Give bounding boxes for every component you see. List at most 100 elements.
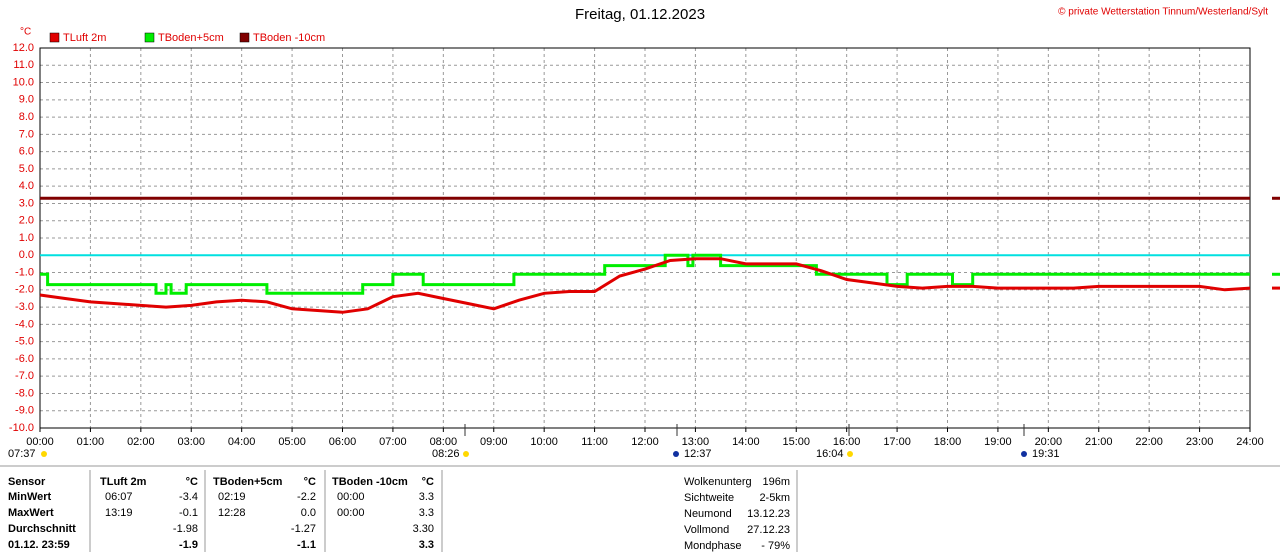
- table-header: TLuft 2m: [100, 476, 147, 488]
- x-tick-label: 12:00: [631, 436, 659, 448]
- y-tick-label: 4.0: [19, 180, 34, 192]
- time-marker: 19:31: [1032, 448, 1060, 460]
- y-tick-label: 9.0: [19, 94, 34, 106]
- table-header: TBoden -10cm: [332, 476, 408, 488]
- marker-icon: [41, 451, 47, 457]
- info-value: 2-5km: [759, 492, 790, 504]
- x-tick-label: 22:00: [1135, 436, 1163, 448]
- x-tick-label: 16:00: [833, 436, 861, 448]
- x-tick-label: 06:00: [329, 436, 357, 448]
- table-header: °C: [422, 476, 434, 488]
- info-label: Sichtweite: [684, 492, 734, 504]
- legend-label: TBoden -10cm: [253, 32, 325, 44]
- y-tick-label: -1.0: [15, 266, 34, 278]
- table-cell: 13:19: [105, 507, 133, 519]
- y-tick-label: -7.0: [15, 370, 34, 382]
- y-tick-label: 0.0: [19, 249, 34, 261]
- info-value: - 79%: [761, 540, 790, 552]
- time-marker: 08:26: [432, 448, 460, 460]
- table-cell: 3.3: [419, 491, 434, 503]
- x-tick-label: 15:00: [782, 436, 810, 448]
- y-tick-label: -10.0: [9, 422, 34, 434]
- y-tick-label: 10.0: [13, 76, 34, 88]
- marker-icon: [463, 451, 469, 457]
- table-cell: -2.2: [297, 491, 316, 503]
- y-tick-label: -8.0: [15, 387, 34, 399]
- x-tick-label: 14:00: [732, 436, 760, 448]
- x-tick-label: 01:00: [77, 436, 105, 448]
- table-cell: -1.1: [297, 539, 316, 551]
- legend-swatch: [144, 32, 155, 43]
- info-value: 196m: [762, 476, 790, 488]
- y-tick-label: -2.0: [15, 284, 34, 296]
- table-header: Sensor: [8, 476, 46, 488]
- x-tick-label: 13:00: [682, 436, 710, 448]
- x-tick-label: 08:00: [430, 436, 458, 448]
- table-cell: MinWert: [8, 491, 52, 503]
- x-tick-label: 03:00: [177, 436, 205, 448]
- x-tick-label: 02:00: [127, 436, 155, 448]
- table-cell: 3.3: [419, 507, 434, 519]
- table-cell: 06:07: [105, 491, 133, 503]
- table-cell: Durchschnitt: [8, 523, 76, 535]
- x-tick-label: 21:00: [1085, 436, 1113, 448]
- x-tick-label: 04:00: [228, 436, 256, 448]
- y-tick-label: 3.0: [19, 197, 34, 209]
- table-cell: MaxWert: [8, 507, 54, 519]
- table-cell: 0.0: [301, 507, 316, 519]
- marker-icon: [847, 451, 853, 457]
- legend-swatch: [49, 32, 60, 43]
- table-cell: 02:19: [218, 491, 246, 503]
- table-header: TBoden+5cm: [213, 476, 283, 488]
- time-marker: 12:37: [684, 448, 712, 460]
- y-unit: °C: [20, 27, 31, 38]
- table-cell: 3.3: [419, 539, 434, 551]
- table-cell: -1.9: [179, 539, 198, 551]
- legend-label: TBoden+5cm: [158, 32, 224, 44]
- x-tick-label: 00:00: [26, 436, 54, 448]
- info-label: Wolkenunterg: [684, 476, 752, 488]
- table-header: °C: [186, 476, 198, 488]
- info-value: 27.12.23: [747, 524, 790, 536]
- table-cell: -0.1: [179, 507, 198, 519]
- table-header: °C: [304, 476, 316, 488]
- y-tick-label: -3.0: [15, 301, 34, 313]
- legend-swatch: [239, 32, 250, 43]
- x-tick-label: 19:00: [984, 436, 1012, 448]
- y-tick-label: 5.0: [19, 163, 34, 175]
- y-tick-label: 6.0: [19, 146, 34, 158]
- x-tick-label: 20:00: [1035, 436, 1063, 448]
- x-tick-label: 24:00: [1236, 436, 1264, 448]
- time-marker: 07:37: [8, 448, 36, 460]
- table-cell: 00:00: [337, 507, 365, 519]
- info-label: Mondphase: [684, 540, 742, 552]
- time-marker: 16:04: [816, 448, 844, 460]
- table-cell: -1.98: [173, 523, 198, 535]
- x-tick-label: 05:00: [278, 436, 306, 448]
- marker-icon: [1021, 451, 1027, 457]
- x-tick-label: 10:00: [530, 436, 558, 448]
- table-cell: 01.12. 23:59: [8, 539, 70, 551]
- series-line: [39, 257, 1251, 314]
- table-cell: 00:00: [337, 491, 365, 503]
- copyright: © private Wetterstation Tinnum/Westerlan…: [1058, 7, 1268, 18]
- info-label: Neumond: [684, 508, 732, 520]
- x-tick-label: 09:00: [480, 436, 508, 448]
- x-tick-label: 18:00: [934, 436, 962, 448]
- plot-frame: [39, 47, 1251, 429]
- x-tick-label: 07:00: [379, 436, 407, 448]
- y-tick-label: -9.0: [15, 405, 34, 417]
- info-value: 13.12.23: [747, 508, 790, 520]
- table-cell: 3.30: [413, 523, 434, 535]
- x-tick-label: 11:00: [581, 436, 608, 448]
- chart-title: Freitag, 01.12.2023: [575, 6, 705, 23]
- table-cell: -3.4: [179, 491, 198, 503]
- y-tick-label: 2.0: [19, 215, 34, 227]
- marker-icon: [673, 451, 679, 457]
- x-tick-label: 17:00: [883, 436, 911, 448]
- y-tick-label: -4.0: [15, 318, 34, 330]
- y-tick-label: 7.0: [19, 128, 34, 140]
- y-tick-label: 11.0: [13, 59, 34, 71]
